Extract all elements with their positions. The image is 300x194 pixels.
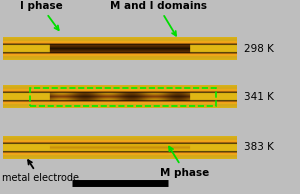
Text: M and I domains: M and I domains <box>110 1 206 36</box>
Text: metal electrode: metal electrode <box>2 160 79 183</box>
Text: 341 K: 341 K <box>244 92 274 102</box>
Text: 298 K: 298 K <box>244 43 274 54</box>
Text: I phase: I phase <box>20 1 62 30</box>
Text: 383 K: 383 K <box>244 142 274 152</box>
Text: M phase: M phase <box>160 147 210 178</box>
Bar <box>30 88 216 106</box>
